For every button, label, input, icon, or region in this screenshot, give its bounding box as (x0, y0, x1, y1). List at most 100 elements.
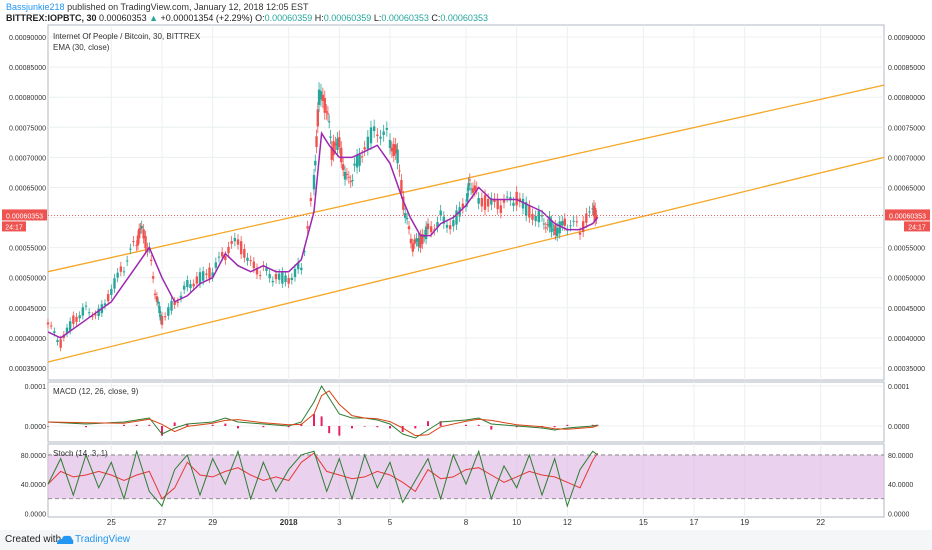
candle-body (398, 170, 401, 172)
candle-body (170, 300, 173, 311)
candle-body (159, 314, 162, 321)
candle-body (321, 94, 325, 102)
candle-body (546, 224, 549, 226)
candle-body (56, 340, 59, 342)
x-tick-label: 8 (464, 518, 469, 527)
macd-histogram-bar (351, 426, 353, 429)
candle-body (59, 339, 62, 348)
candle-body (293, 268, 297, 278)
created-with-label: Created with (5, 534, 62, 545)
macd-histogram-bar (135, 424, 138, 426)
candle-body (402, 196, 405, 210)
x-tick-label: 29 (208, 518, 217, 527)
macd-histogram-bar (427, 421, 429, 426)
x-tick-label: 15 (639, 518, 648, 527)
candle-body (319, 91, 323, 100)
macd-histogram-bar (320, 416, 323, 426)
stoch-y-tick-right: 0.0000 (888, 511, 910, 518)
last-price-label-right: 0.00060353 (889, 213, 926, 220)
candle-body (167, 307, 170, 316)
low-label: L: (373, 13, 382, 23)
tradingview-logo-icon (57, 535, 74, 544)
author-link[interactable]: Bassjunkie218 (6, 2, 65, 12)
last-price-tag-right (885, 209, 930, 221)
candle-body (158, 305, 161, 314)
macd-signal-line (47, 390, 598, 437)
countdown-label-right: 24:17 (908, 224, 926, 231)
candle-body (296, 262, 300, 270)
candle-body (142, 229, 145, 239)
candle-body (436, 222, 439, 228)
macd-histogram-bar (186, 423, 189, 426)
candle-body (421, 233, 424, 245)
candle-body (309, 198, 313, 202)
candle-body (426, 223, 430, 230)
symbol-line: BITTREX:IOPBTC, 30 0.00060353 ▲ +0.00001… (6, 13, 488, 23)
footer-bar: Created with TradingView (0, 530, 932, 550)
candle-body (271, 280, 275, 283)
open-label: O: (255, 13, 265, 23)
x-tick-label: 19 (740, 518, 749, 527)
candle-body (413, 239, 416, 244)
macd-histogram-bar (515, 426, 518, 428)
candle-body (94, 314, 97, 316)
macd-histogram-bar (591, 424, 594, 426)
candle-body (236, 239, 240, 245)
candle-body (473, 185, 477, 191)
candle-body (323, 97, 326, 113)
high-label: H: (314, 13, 324, 23)
macd-title: MACD (12, 26, close, 9) (53, 387, 139, 396)
candle-body (75, 316, 78, 322)
candle-body (233, 237, 237, 242)
candle-body (452, 220, 455, 227)
macd-y-tick-right: 0.0000 (888, 424, 910, 431)
trend-channel-lower (47, 156, 885, 363)
macd-histogram-bar (224, 423, 227, 426)
price-y-tick-left: 0.00050000 (9, 276, 46, 283)
tradingview-brand[interactable]: TradingView (75, 534, 131, 545)
price-y-tick-left: 0.00040000 (9, 336, 46, 343)
macd-histogram-bar (262, 426, 265, 428)
x-tick-label: 3 (337, 518, 342, 527)
candle-body (502, 199, 506, 203)
candle-body (91, 316, 94, 318)
candle-body (230, 241, 233, 244)
last-price-label-left: 0.00060353 (6, 213, 43, 220)
candle-body (468, 179, 471, 181)
candle-body (338, 137, 341, 148)
macd-histogram-bar (148, 424, 151, 426)
candle-body (150, 259, 153, 262)
price-chart-title: Internet Of People / Bitcoin, 30, BITTRE… (53, 32, 201, 41)
candle-body (252, 261, 256, 269)
candle-body (537, 210, 541, 223)
candle-body (106, 294, 110, 302)
chart-canvas[interactable]: 25 27 29 2018 3 5 8 10 12 15 17 19 22 0.00090000 0.000… (0, 0, 932, 530)
macd-y-tick-left: 0.0000 (25, 424, 47, 431)
candle-body (561, 221, 564, 226)
candle-body (129, 248, 132, 250)
candle-body (72, 315, 75, 324)
x-tick-label: 17 (690, 518, 699, 527)
open-value: 0.00060359 (264, 13, 313, 23)
price-y-tick-left: 0.00070000 (9, 155, 46, 162)
candle-body (78, 315, 81, 319)
candle-body (144, 236, 147, 249)
macd-line (47, 384, 598, 439)
candle-body (125, 260, 129, 262)
candle-body (192, 283, 195, 287)
candle-body (265, 267, 268, 271)
candle-body (334, 143, 337, 146)
candle-body (542, 223, 546, 225)
price-y-tick-left: 0.00085000 (9, 65, 46, 72)
price-y-tick-right: 0.00075000 (888, 125, 925, 132)
publish-info: published on TradingView.com, January 12… (67, 2, 309, 12)
x-tick-label: 10 (512, 518, 521, 527)
candle-body (366, 136, 370, 150)
candle-body (155, 296, 159, 302)
candle-body (49, 325, 53, 327)
price-y-tick-left: 0.00055000 (9, 246, 46, 253)
price-y-tick-left: 0.00080000 (9, 95, 46, 102)
candle-body (388, 139, 392, 149)
macd-histogram-bar (173, 422, 176, 426)
candle-body (572, 220, 575, 222)
